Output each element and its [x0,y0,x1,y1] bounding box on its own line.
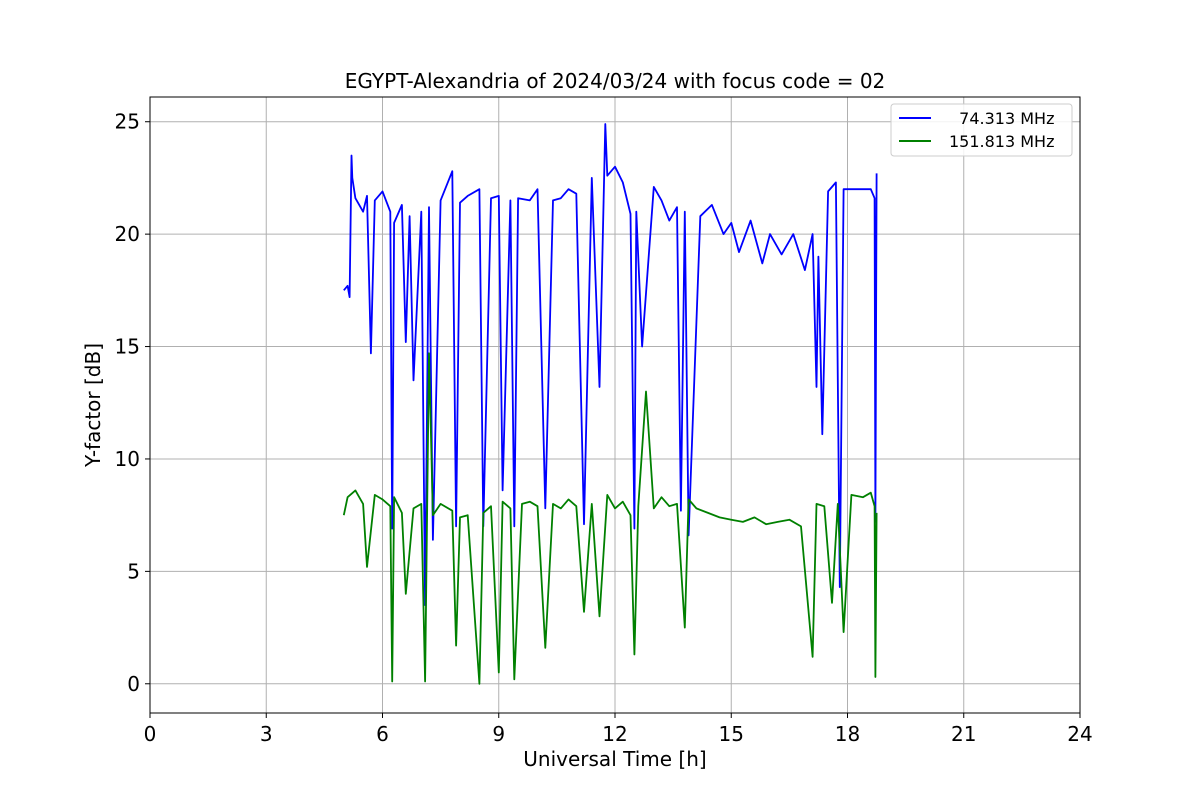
y-tick-label: 0 [127,672,140,696]
y-tick-label: 20 [115,222,140,246]
x-tick-label: 12 [602,722,627,746]
legend-label-1: 151.813 MHz [949,132,1054,151]
x-tick-label: 6 [376,722,389,746]
y-tick-label: 5 [127,559,140,583]
y-tick-label: 25 [115,110,140,134]
chart-title: EGYPT-Alexandria of 2024/03/24 with focu… [345,69,886,93]
y-axis-label: Y-factor [dB] [81,343,105,468]
x-tick-label: 21 [951,722,976,746]
x-tick-label: 9 [492,722,505,746]
legend-label-0: 74.313 MHz [949,109,1054,128]
legend-box [890,103,1073,157]
series-layer [342,123,878,685]
x-tick-label: 18 [835,722,860,746]
x-tick-label: 15 [719,722,744,746]
series-line-0 [343,123,878,606]
series-line-1 [342,352,878,685]
y-tick-label: 15 [115,335,140,359]
y-axis: 0 5 10 15 20 25 [115,110,150,696]
x-axis: 0 3 6 9 12 15 18 21 24 [144,713,1093,746]
x-tick-label: 0 [144,722,157,746]
y-tick-label: 10 [115,447,140,471]
x-axis-label: Universal Time [h] [523,747,706,771]
x-tick-label: 24 [1067,722,1092,746]
legend: 74.313 MHz 151.813 MHz [890,103,1073,157]
x-tick-label: 3 [260,722,273,746]
